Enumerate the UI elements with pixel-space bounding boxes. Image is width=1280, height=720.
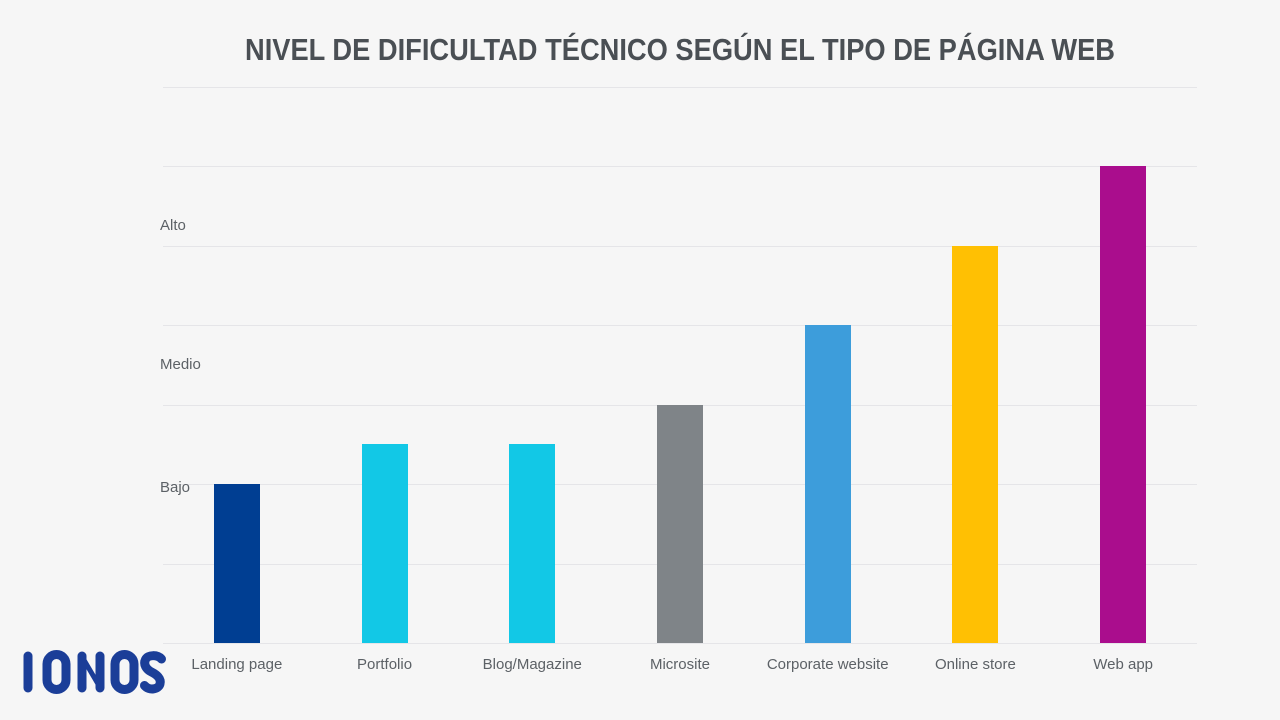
- y-tick-label-medio: Medio: [160, 356, 201, 373]
- ionos-logo-icon: [23, 650, 166, 694]
- bar-blog-magazine: [509, 444, 556, 643]
- x-tick-label-online-store: Online store: [934, 656, 1016, 673]
- gridline: [163, 643, 1197, 644]
- ionos-logo: [22, 650, 172, 694]
- y-tick-label-alto: Alto: [160, 217, 186, 234]
- bar-microsite: [657, 404, 703, 643]
- bar-web-app: [1100, 166, 1147, 643]
- x-tick-label-blog-magazine: Blog/Magazine: [482, 656, 582, 673]
- y-tick-label-bajo: Bajo: [160, 479, 191, 497]
- bar-portfolio: [361, 444, 408, 643]
- chart-title: NIVEL DE DIFICULTAD TÉCNICO SEGÚN EL TIP…: [245, 32, 1115, 67]
- bar-landing-page: [213, 484, 260, 643]
- x-tick-label-web-app: Web app: [1093, 656, 1154, 673]
- x-tick-label-portfolio: Portfolio: [357, 656, 413, 673]
- x-tick-label-microsite: Microsite: [649, 656, 710, 673]
- bar-corporate-website: [804, 325, 851, 643]
- x-tick-label-corporate-website: Corporate website: [766, 656, 889, 673]
- bar-online-store: [952, 245, 999, 643]
- gridline: [163, 325, 1197, 327]
- gridline: [163, 245, 1197, 247]
- gridline: [163, 166, 1197, 168]
- plot-area: [163, 87, 1197, 644]
- gridline: [163, 87, 1197, 88]
- x-tick-label-landing-page: Landing page: [191, 656, 283, 673]
